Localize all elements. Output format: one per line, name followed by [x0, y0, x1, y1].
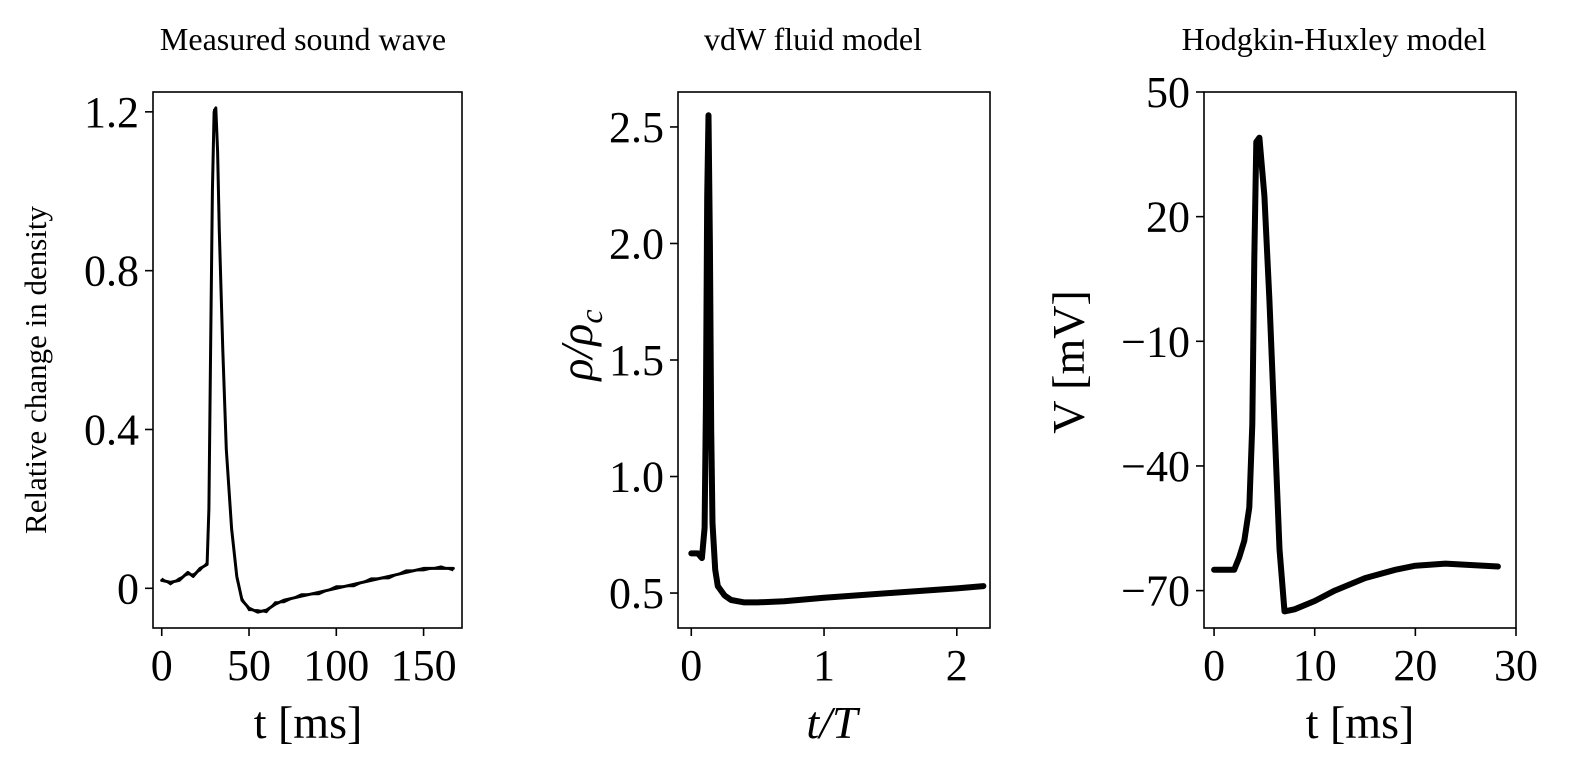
y-tick-label: −10 [1121, 317, 1190, 366]
panel-vdw-fluid-model: vdW fluid model t/T ρ/ρc 0 1 2 0.5 1.0 1.5 2.0… [551, 21, 991, 748]
x-tick-label: 10 [1293, 641, 1337, 690]
y-tick-label: −70 [1121, 567, 1190, 616]
panel-title: Measured sound wave [160, 21, 446, 57]
y-axis-label: Relative change in density [18, 206, 53, 534]
x-tick-label: 100 [303, 641, 369, 690]
y-tick-label: 1.2 [84, 88, 139, 137]
series-line [1211, 134, 1501, 615]
x-tick-label: 30 [1494, 641, 1538, 690]
plot-frame [677, 91, 991, 629]
x-tick-label: 50 [227, 641, 271, 690]
panel-title: vdW fluid model [704, 21, 922, 57]
plot-frame [152, 91, 463, 629]
y-tick-label: 0.5 [609, 569, 664, 618]
x-tick-label: 0 [680, 641, 702, 690]
series-line [688, 112, 987, 606]
panel-hodgkin-huxley-model: Hodgkin-Huxley model t [ms] V [mV] 0 10 20… [1043, 21, 1538, 748]
x-axis-label: t/T [806, 697, 861, 748]
y-tick-label: 50 [1146, 68, 1190, 117]
x-tick-label: 0 [151, 641, 173, 690]
y-tick-label: 2.5 [609, 103, 664, 152]
y-tick-label: −40 [1121, 442, 1190, 491]
y-tick-label: 20 [1146, 193, 1190, 242]
y-tick-label: 0 [117, 564, 139, 613]
y-tick-label: 1.0 [609, 453, 664, 502]
plot-frame [1203, 91, 1517, 629]
panel-title: Hodgkin-Huxley model [1182, 21, 1487, 57]
y-tick-label: 1.5 [609, 336, 664, 385]
x-tick-label: 20 [1393, 641, 1437, 690]
x-tick-label: 1 [813, 641, 835, 690]
series-line [160, 106, 455, 614]
y-tick-label: 0.8 [84, 247, 139, 296]
x-axis-label: t [ms] [254, 697, 363, 748]
y-tick-label: 2.0 [609, 219, 664, 268]
y-axis-label: ρ/ρc [551, 309, 609, 382]
y-axis-label: V [mV] [1043, 290, 1094, 434]
x-axis-label: t [ms] [1306, 697, 1415, 748]
series-line-noise [161, 108, 454, 614]
panel-measured-sound-wave: Measured sound wave t [ms] Relative chan… [18, 21, 463, 748]
y-tick-label: 0.4 [84, 405, 139, 454]
x-tick-label: 0 [1203, 641, 1225, 690]
x-tick-label: 2 [946, 641, 968, 690]
x-tick-label: 150 [391, 641, 457, 690]
